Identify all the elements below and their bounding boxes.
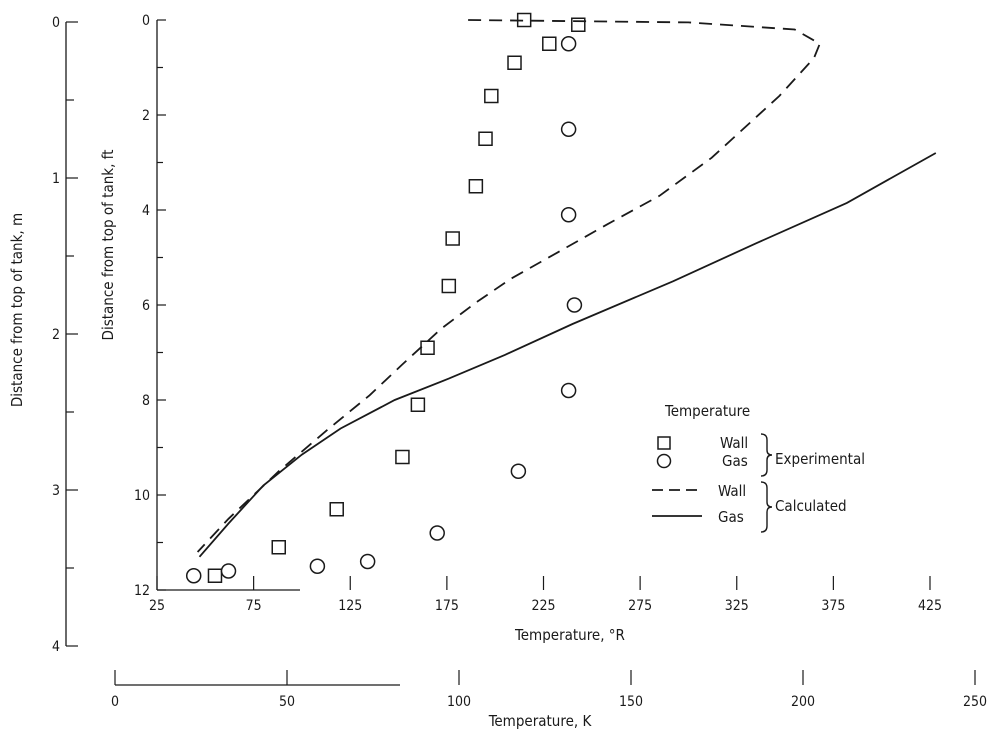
legend-title: Temperature [664, 402, 750, 420]
x-tick-label-kelvin: 250 [963, 694, 987, 710]
legend-circle-marker [656, 453, 672, 469]
legend-group-calculated: Calculated [775, 497, 847, 515]
experimental-wall-point [207, 568, 223, 583]
experimental-wall-point [571, 17, 586, 32]
y-axis-label-ft: Distance from top of tank, ft [99, 150, 117, 341]
x-tick-label-rankine: 25 [149, 598, 165, 614]
x-tick-label-kelvin: 50 [279, 694, 295, 710]
x-axis-kelvin: 0 50 100 150 200 250 [111, 670, 987, 710]
x-axis-label-kelvin: Temperature, K [488, 712, 593, 730]
y-tick-label-ft: 4 [142, 203, 150, 219]
y-tick-label-ft: 10 [134, 488, 150, 504]
y-axis-label-m: Distance from top of tank, m [8, 213, 26, 407]
experimental-wall-point [395, 449, 410, 465]
experimental-gas-point [309, 558, 326, 574]
legend-label-experimental-gas: Gas [722, 452, 748, 470]
legend-square-marker [657, 436, 671, 450]
y-axis-m: 0 1 2 3 4 [52, 15, 78, 655]
experimental-wall-point [507, 55, 522, 70]
y-tick-label-ft: 12 [134, 583, 150, 599]
experimental-gas-point [220, 563, 237, 579]
experimental-wall-point [445, 231, 460, 246]
legend-label-calculated-gas: Gas [718, 508, 744, 526]
x-tick-label-rankine: 175 [435, 598, 459, 614]
y-tick-label-m: 0 [52, 15, 60, 31]
x-tick-label-rankine: 75 [246, 598, 262, 614]
x-tick-label-rankine: 425 [918, 598, 942, 614]
experimental-gas-point [566, 297, 583, 313]
calculated-gas-line [198, 152, 937, 558]
y-tick-label-m: 4 [52, 639, 60, 655]
legend-brace-experimental [760, 433, 773, 477]
x-tick-label-rankine: 275 [628, 598, 652, 614]
experimental-wall-point [478, 131, 493, 146]
calculated-wall-line [196, 19, 821, 553]
x-tick-label-kelvin: 150 [619, 694, 643, 710]
experimental-wall-point [329, 502, 344, 517]
y-tick-label-ft: 0 [142, 13, 150, 29]
experimental-gas-point [510, 463, 527, 479]
experimental-gas-point [560, 36, 577, 52]
legend-label-calculated-wall: Wall [718, 482, 746, 500]
experimental-wall-point [484, 88, 499, 104]
experimental-wall-point [468, 179, 484, 194]
x-tick-label-rankine: 325 [725, 598, 749, 614]
legend-group-experimental: Experimental [775, 450, 865, 468]
experimental-wall-point [441, 278, 457, 294]
y-tick-label-m: 1 [52, 171, 60, 187]
x-tick-label-kelvin: 100 [447, 694, 471, 710]
y-tick-label-m: 2 [52, 327, 60, 343]
x-axis-rankine: 25 75 125 175 225 275 325 375 425 [149, 576, 942, 614]
y-axis-ft: 0 2 4 6 8 10 12 [134, 13, 166, 599]
experimental-gas-point [560, 121, 577, 137]
legend: TemperatureWallGasWallGasExperimentalCal… [652, 402, 865, 533]
legend-brace-calculated [760, 481, 773, 533]
x-tick-label-rankine: 375 [821, 598, 845, 614]
experimental-wall-point [542, 36, 557, 51]
experimental-wall-point [410, 397, 426, 412]
plot-area [185, 12, 937, 584]
y-tick-label-ft: 6 [142, 298, 150, 314]
experimental-gas-point [560, 382, 577, 399]
y-tick-label-ft: 2 [142, 108, 150, 124]
experimental-gas-point [429, 525, 445, 541]
x-axis-label-rankine: Temperature, °R [514, 626, 625, 644]
x-tick-label-rankine: 125 [338, 598, 362, 614]
x-tick-label-kelvin: 200 [791, 694, 815, 710]
experimental-wall-point [420, 340, 435, 355]
experimental-gas-point [560, 207, 577, 223]
y-tick-label-ft: 8 [142, 393, 150, 409]
experimental-gas-point [185, 568, 202, 584]
legend-label-experimental-wall: Wall [720, 434, 748, 452]
experimental-gas-point [359, 553, 376, 570]
y-tick-label-m: 3 [52, 483, 60, 499]
x-tick-label-rankine: 225 [531, 598, 555, 614]
x-tick-label-kelvin: 0 [111, 694, 119, 710]
experimental-wall-point [271, 540, 286, 555]
